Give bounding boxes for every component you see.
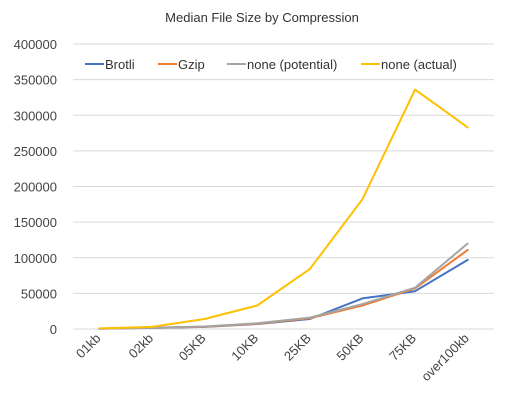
- x-tick-label: 05KB: [176, 331, 209, 364]
- x-tick-label: 75KB: [386, 331, 419, 364]
- y-axis: 0 50000 100000 150000 200000 250000 300000 3500…: [14, 37, 57, 337]
- series-line-0: [98, 258, 469, 330]
- legend-label: Gzip: [178, 57, 205, 72]
- x-tick-label: 25KB: [281, 331, 314, 364]
- x-tick-label: 01kb: [73, 331, 104, 362]
- y-tick-label: 300000: [14, 108, 57, 123]
- chart-title: Median File Size by Compression: [165, 10, 359, 25]
- y-tick-label: 50000: [21, 286, 57, 301]
- legend-label: none (potential): [247, 57, 337, 72]
- series-line-3: [98, 88, 469, 330]
- y-tick-label: 250000: [14, 144, 57, 159]
- legend-label: Brotli: [105, 57, 135, 72]
- grid-lines: [73, 43, 494, 330]
- legend-label: none (actual): [381, 57, 457, 72]
- y-tick-label: 350000: [14, 73, 57, 88]
- x-tick-label: 50KB: [333, 331, 366, 364]
- y-tick-label: 0: [50, 322, 57, 337]
- legend: Brotli Gzip none (potential) none (actual): [85, 57, 457, 72]
- series-lines: [98, 88, 469, 330]
- y-tick-label: 200000: [14, 180, 57, 195]
- y-tick-label: 100000: [14, 251, 57, 266]
- y-tick-label: 150000: [14, 215, 57, 230]
- y-tick-label: 400000: [14, 37, 57, 52]
- x-tick-label: 10KB: [228, 331, 261, 364]
- x-tick-label: 02kb: [126, 331, 157, 362]
- series-line-2: [98, 242, 469, 330]
- x-tick-label: over100kb: [418, 331, 472, 385]
- x-axis: 01kb 02kb 05KB 10KB 25KB 50KB 75KB over100kb: [73, 331, 472, 385]
